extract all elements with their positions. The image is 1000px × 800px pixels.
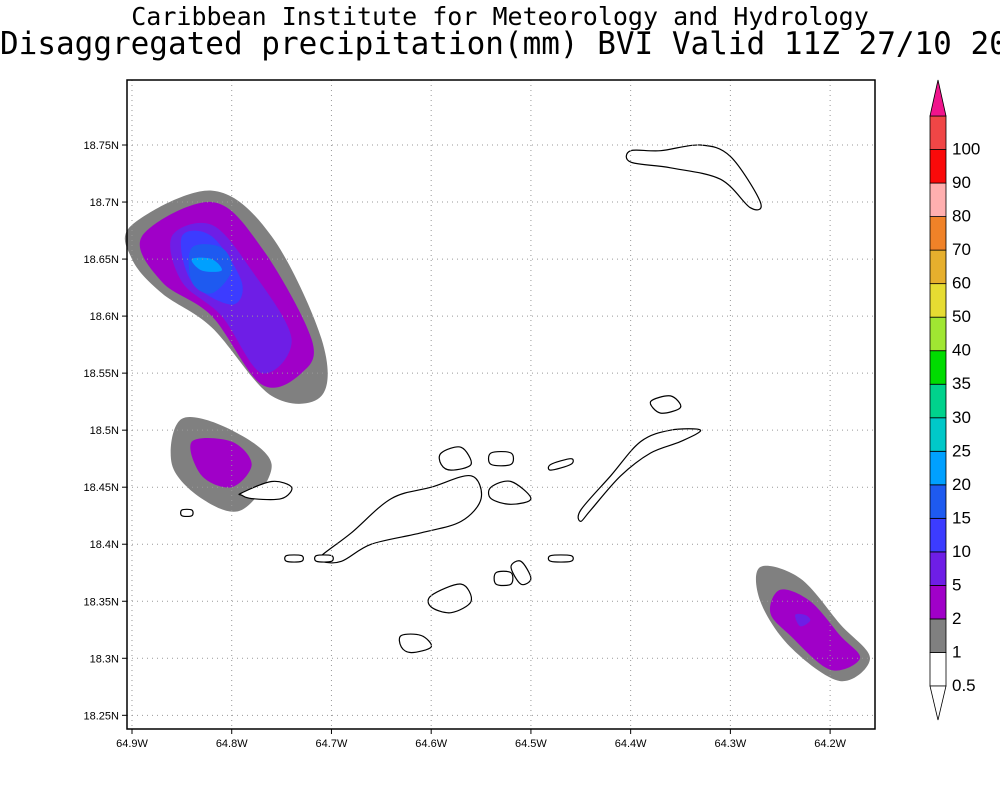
legend-swatch-40 xyxy=(929,316,947,352)
legend-swatch-30 xyxy=(929,383,947,419)
y-tick-label: 18.4N xyxy=(90,539,119,551)
legend-label: 15 xyxy=(952,508,971,527)
legend-swatch-90 xyxy=(929,149,947,184)
legend-label: 25 xyxy=(952,441,971,460)
y-tick-label: 18.45N xyxy=(84,482,120,494)
legend-label: 20 xyxy=(952,475,971,494)
legend-swatch-5 xyxy=(929,551,947,586)
island-virgin-gorda xyxy=(577,428,702,523)
legend-label: 100 xyxy=(952,140,980,159)
island-scrub-island xyxy=(547,458,574,471)
legend-label: 30 xyxy=(952,408,971,427)
y-tick-label: 18.7N xyxy=(90,197,119,209)
legend-swatch-70 xyxy=(929,216,947,251)
island-cooper-island xyxy=(510,560,532,586)
legend-label: 5 xyxy=(952,575,961,594)
legend-label: 70 xyxy=(952,240,971,259)
map-title: Disaggregated precipitation(mm) BVI Vali… xyxy=(0,26,1000,62)
y-tick-label: 18.35N xyxy=(84,596,120,608)
island-sandy-cay xyxy=(180,508,194,518)
legend-swatch-80 xyxy=(929,182,947,217)
x-axis: 64.9W 64.8W 64.7W 64.6W 64.5W 64.4W 64.3W 64.2W xyxy=(116,729,847,750)
legend-label: 1 xyxy=(952,642,961,661)
island-great-camanoe xyxy=(487,450,515,467)
legend-swatch-35 xyxy=(929,350,947,385)
x-tick-label: 64.6W xyxy=(415,738,447,750)
y-tick-label: 18.3N xyxy=(90,653,119,665)
legend-label: 35 xyxy=(952,374,971,393)
legend-swatch-100 xyxy=(929,115,947,150)
island-beef-island xyxy=(487,480,532,505)
x-tick-label: 64.5W xyxy=(515,738,547,750)
west-cell-level-1 xyxy=(190,438,252,488)
legend-swatch-0.5 xyxy=(929,652,947,687)
legend-top-arrow xyxy=(929,79,947,117)
legend-swatch-50 xyxy=(929,283,947,318)
island-tortola xyxy=(317,474,483,564)
y-axis: 18.25N 18.3N 18.35N 18.4N 18.45N 18.5N 18.55N 1… xyxy=(84,140,127,722)
y-tick-label: 18.5N xyxy=(90,425,119,437)
y-tick-label: 18.65N xyxy=(84,254,120,266)
northwest-cell-level-5 xyxy=(191,257,222,272)
island-anegada xyxy=(625,144,762,211)
legend-label: 0.5 xyxy=(952,676,976,695)
legend-bottom-arrow xyxy=(929,685,947,721)
island-norman-island xyxy=(398,633,433,654)
legend-label: 10 xyxy=(952,542,971,561)
legend-swatch-25 xyxy=(929,417,947,452)
precipitation-contours xyxy=(124,190,870,682)
y-tick-label: 18.6N xyxy=(90,311,119,323)
island-necker-area xyxy=(649,395,682,414)
island-salt-island xyxy=(493,570,514,587)
island-guana-island xyxy=(438,446,472,471)
y-tick-label: 18.55N xyxy=(84,368,120,380)
legend-label: 40 xyxy=(952,341,971,360)
island-peter-island xyxy=(427,583,473,614)
legend-swatch-15 xyxy=(929,484,947,519)
y-tick-label: 18.75N xyxy=(84,140,120,152)
legend-swatch-2 xyxy=(929,585,947,620)
x-tick-label: 64.9W xyxy=(116,738,148,750)
southeast-cell-level-1 xyxy=(769,589,861,671)
legend-swatch-60 xyxy=(929,249,947,285)
legend-swatch-10 xyxy=(929,517,947,553)
legend-swatch-20 xyxy=(929,450,947,486)
legend-label: 60 xyxy=(952,274,971,293)
gridlines xyxy=(127,80,875,729)
island-jost-van-dyke xyxy=(238,480,293,501)
legend-label: 50 xyxy=(952,307,971,326)
island-little-thatch xyxy=(314,554,334,563)
legend-label: 2 xyxy=(952,609,961,628)
x-tick-label: 64.8W xyxy=(216,738,248,750)
x-tick-label: 64.2W xyxy=(814,738,846,750)
x-tick-label: 64.3W xyxy=(714,738,746,750)
southeast-cell-level-2 xyxy=(795,613,811,627)
x-tick-label: 64.4W xyxy=(615,738,647,750)
island-outlines xyxy=(180,144,762,654)
island-ginger-island xyxy=(547,554,574,563)
x-tick-label: 64.7W xyxy=(316,738,348,750)
legend-label: 80 xyxy=(952,207,971,226)
institute-title: Caribbean Institute for Meteorology and … xyxy=(131,2,869,31)
map-frame xyxy=(126,79,876,730)
legend-label: 90 xyxy=(952,173,971,192)
legend-swatch-1 xyxy=(929,618,947,653)
island-west-tip xyxy=(284,554,304,563)
y-tick-label: 18.25N xyxy=(84,710,120,722)
